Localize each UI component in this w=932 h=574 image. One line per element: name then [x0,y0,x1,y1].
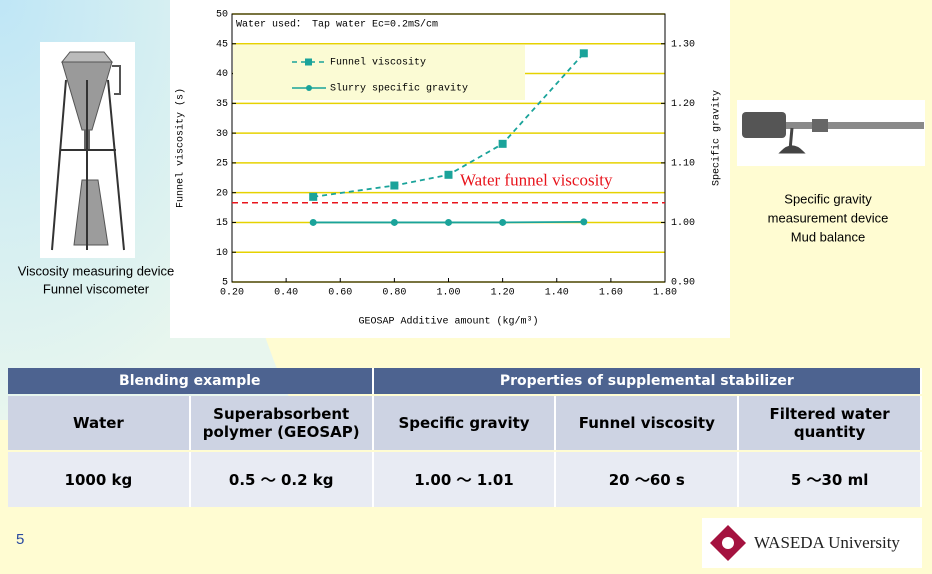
y2-tick-label: 1.00 [671,218,695,229]
y-tick-label: 50 [216,10,228,21]
point [445,171,453,179]
y2-tick-label: 1.10 [671,159,695,170]
column-header: Specific gravity [374,396,557,450]
column-header: Superabsorbent polymer (GEOSAP) [191,396,374,450]
y-tick-label: 15 [216,218,228,229]
page-number: 5 [16,531,24,548]
x-tick-label: 1.20 [491,288,515,299]
x-tick-label: 0.20 [220,288,244,299]
column-header: Filtered water quantity [739,396,922,450]
caption: measurement device [768,210,889,225]
point [445,219,452,226]
caption: Viscosity measuring device [18,263,175,278]
y2-tick-label: 1.20 [671,99,695,110]
x-tick-label: 1.60 [599,288,623,299]
y-tick-label: 20 [216,188,228,199]
y2-axis-label: Specific gravity [711,90,723,186]
caption: Specific gravity [784,191,872,206]
point [391,219,398,226]
y-tick-label: 30 [216,129,228,140]
slide: Viscosity measuring device Funnel viscom… [0,0,932,574]
y-tick-label: 40 [216,69,228,80]
cell: 1.00 ～ 1.01 [374,452,557,507]
logo: WASEDA University [702,518,922,568]
annotation: Water used： Tap water Ec=0.2mS/cm [236,19,438,31]
y-tick-label: 35 [216,99,228,110]
legend-label: Slurry specific gravity [330,83,468,95]
x-tick-label: 1.80 [653,288,677,299]
x-tick-label: 1.00 [436,288,460,299]
point [580,218,587,225]
group-header: Properties of supplemental stabilizer [374,368,922,394]
y2-tick-label: 1.30 [671,39,695,50]
y-tick-label: 25 [216,159,228,170]
caption: Funnel viscometer [43,281,150,296]
point [499,219,506,226]
cell: 5 ～30 ml [739,452,922,507]
point [390,182,398,190]
x-tick-label: 0.40 [274,288,298,299]
reference-label: Water funnel viscosity [460,171,613,190]
logo-text: WASEDA University [754,533,900,552]
point [580,49,588,57]
legend-label: Funnel viscosity [330,57,426,69]
mud-balance-image [737,100,925,166]
point [309,193,317,201]
funnel-viscometer-image [40,42,135,258]
legend-marker [306,85,312,91]
group-header: Blending example [8,368,374,394]
legend-marker [305,59,312,66]
y-axis-label: Funnel viscosity (s) [175,88,187,208]
column-header: Funnel viscosity [556,396,739,450]
cell: 1000 kg [8,452,191,507]
point [499,140,507,148]
x-tick-label: 0.60 [328,288,352,299]
y-tick-label: 45 [216,39,228,50]
caption: Mud balance [791,229,865,244]
cell: 20 ～60 s [556,452,739,507]
y-tick-label: 10 [216,248,228,259]
x-tick-label: 1.40 [545,288,569,299]
x-axis-label: GEOSAP Additive amount (kg/m³) [358,316,538,328]
cell: 0.5 ～ 0.2 kg [191,452,374,507]
x-tick-label: 0.80 [382,288,406,299]
column-header: Water [8,396,191,450]
point [310,219,317,226]
